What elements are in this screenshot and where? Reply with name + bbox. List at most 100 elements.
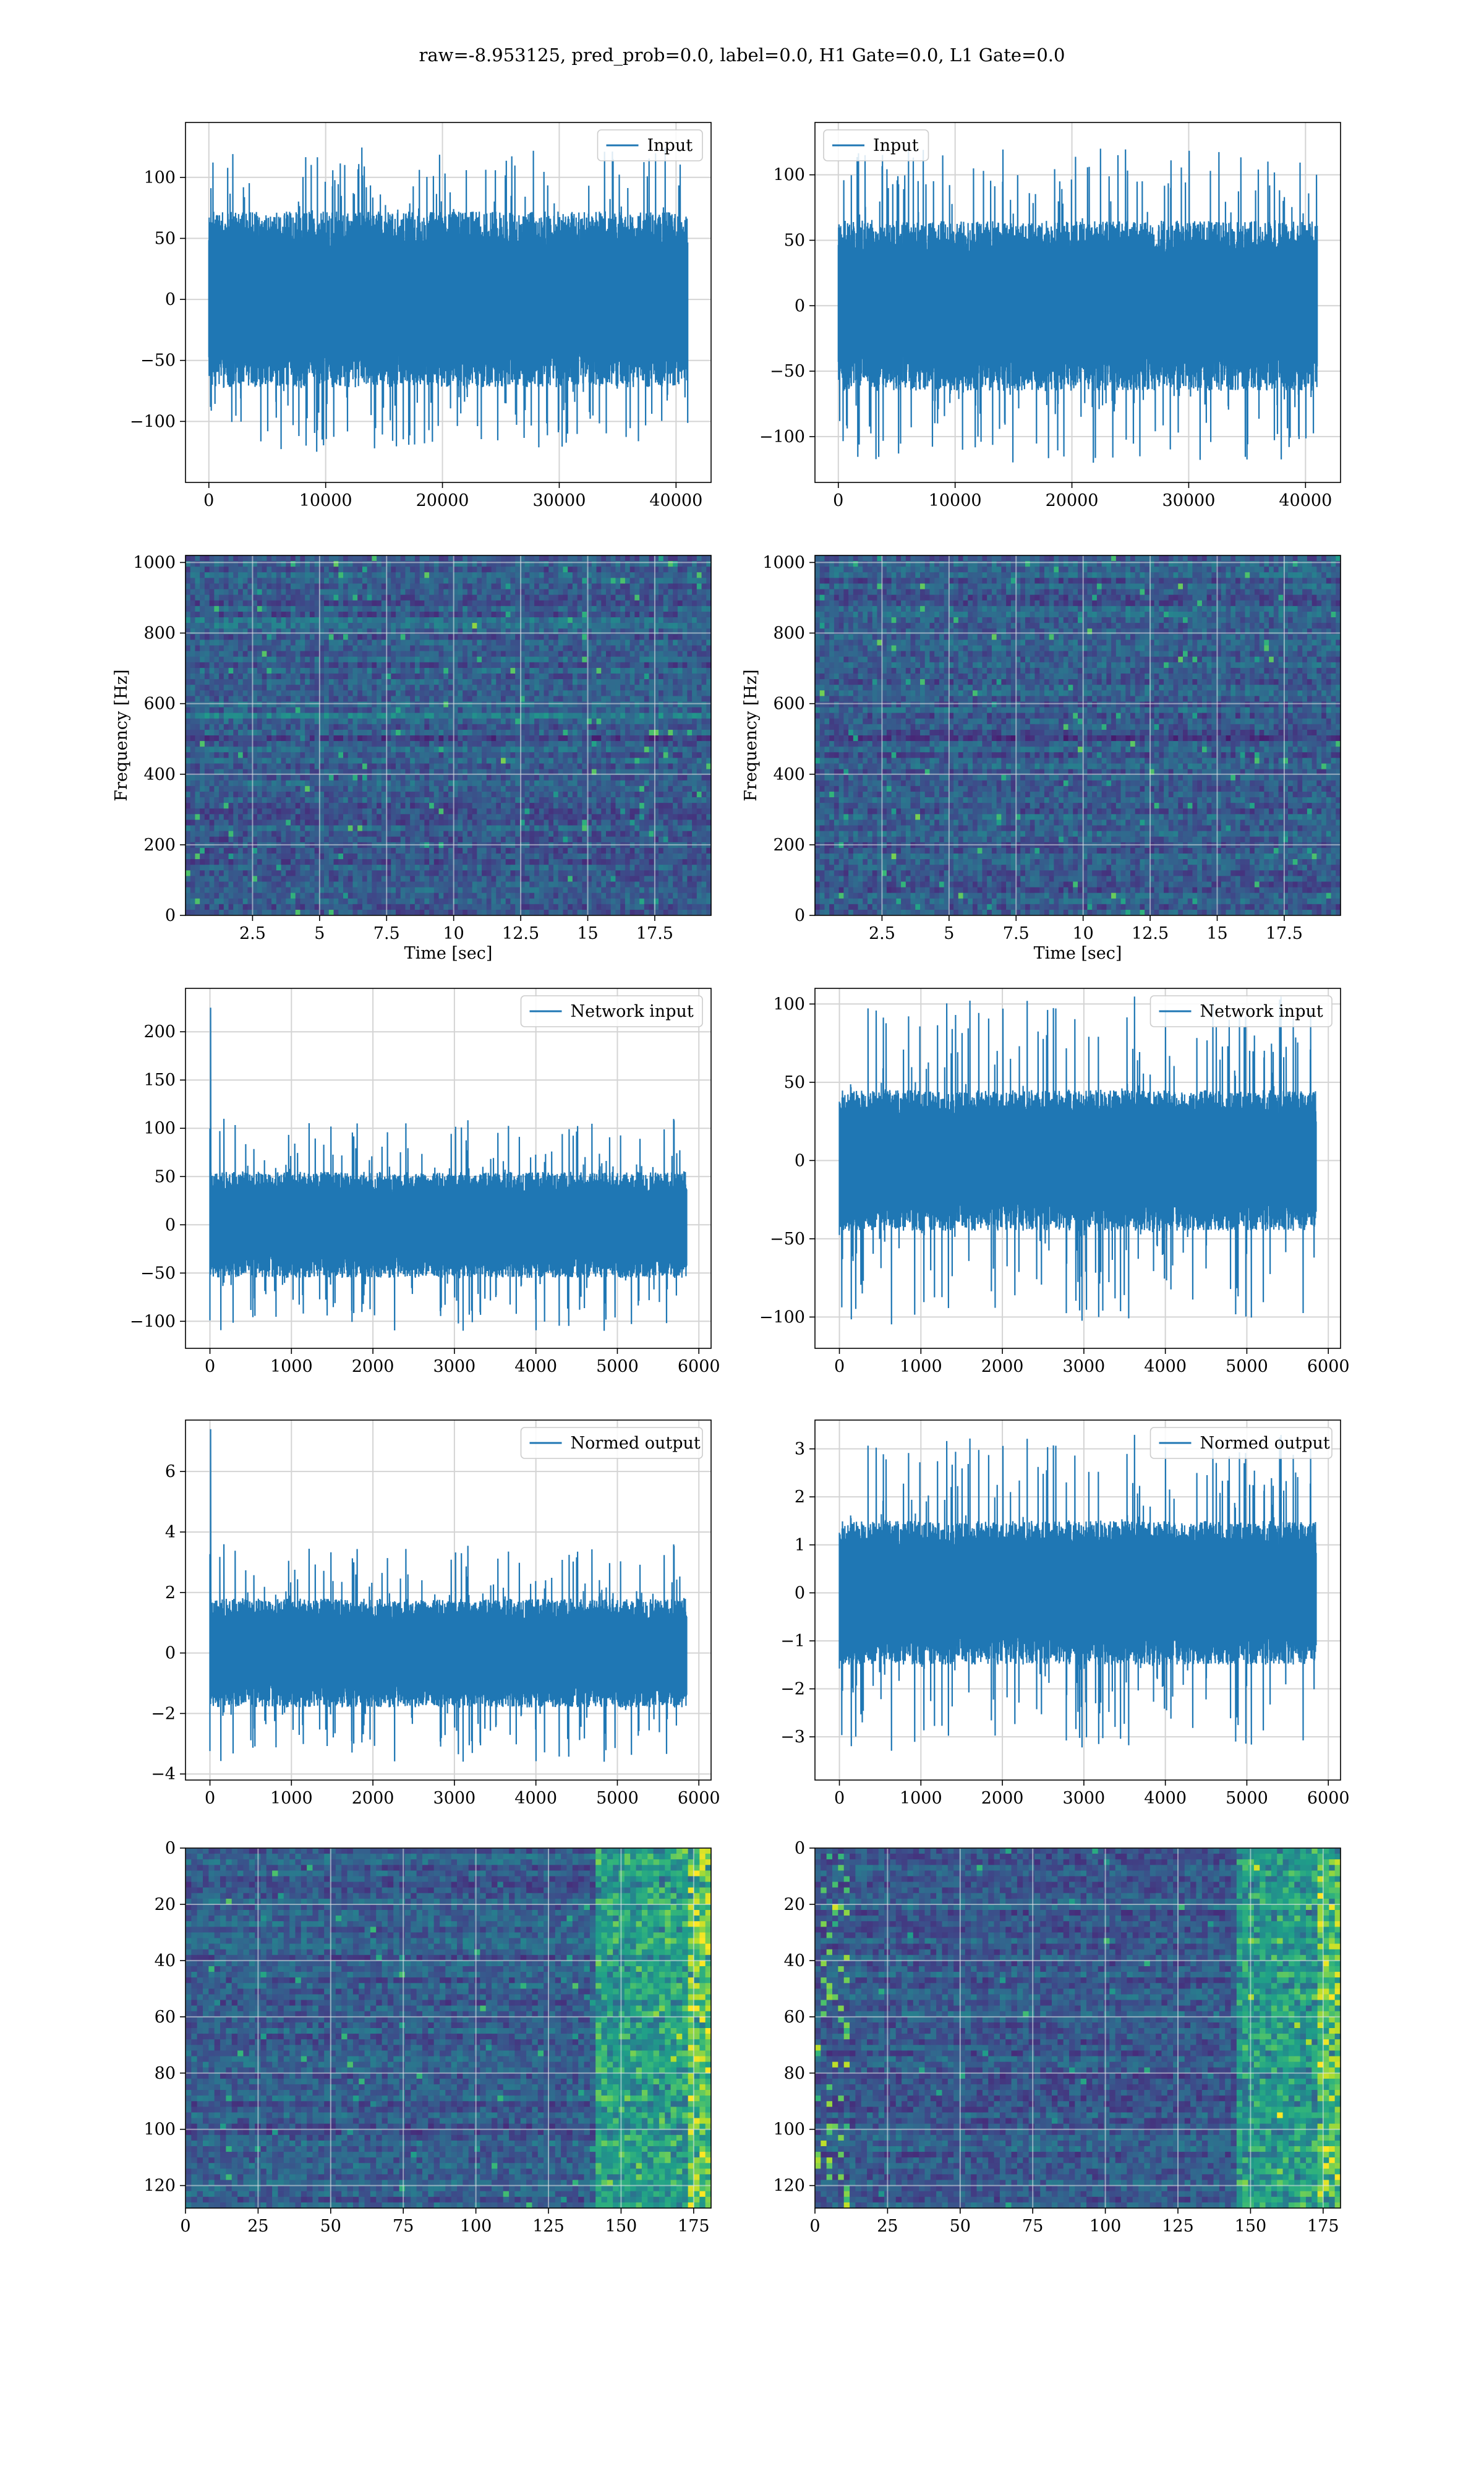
heatmap-cell <box>309 769 315 776</box>
heatmap-cell <box>247 803 253 809</box>
heatmap-cell <box>195 747 200 753</box>
heatmap-cell <box>443 758 449 764</box>
heatmap-cell <box>534 853 540 860</box>
heatmap-cell <box>529 758 535 764</box>
heatmap-cell <box>348 589 354 596</box>
heatmap-cell <box>348 685 354 691</box>
heatmap-cell <box>286 707 291 714</box>
heatmap-cell <box>381 836 387 843</box>
heatmap-cell <box>486 583 492 590</box>
heatmap-cell <box>381 808 387 815</box>
heatmap-cell <box>544 898 549 905</box>
heatmap-cell <box>291 583 296 590</box>
heatmap-cell <box>443 729 449 736</box>
heatmap-cell <box>524 611 530 618</box>
heatmap-cell <box>324 724 330 730</box>
heatmap-cell <box>491 831 497 837</box>
heatmap-cell <box>338 623 344 629</box>
heatmap-cell <box>252 831 258 837</box>
heatmap-cell <box>352 679 358 685</box>
heatmap-cell <box>186 662 191 669</box>
heatmap-cell <box>529 909 535 915</box>
heatmap-cell <box>267 667 272 674</box>
heatmap-cell <box>477 763 482 770</box>
heatmap-cell <box>319 758 325 764</box>
heatmap-cell <box>491 628 497 635</box>
heatmap-cell <box>357 589 363 596</box>
heatmap-cell <box>410 808 416 815</box>
input-h1-frame <box>185 122 712 483</box>
heatmap-cell <box>247 696 253 703</box>
heatmap-cell <box>381 803 387 809</box>
heatmap-cell <box>286 825 291 832</box>
heatmap-cell <box>338 780 344 787</box>
heatmap-cell <box>219 803 224 809</box>
heatmap-cell <box>262 865 267 871</box>
heatmap-cell <box>372 707 377 714</box>
heatmap-cell <box>534 808 540 815</box>
heatmap-cell <box>453 690 459 696</box>
heatmap-cell <box>333 673 339 680</box>
heatmap-cell <box>352 865 358 871</box>
heatmap-cell <box>510 735 516 742</box>
heatmap-cell <box>453 859 459 865</box>
heatmap-cell <box>433 724 440 730</box>
heatmap-cell <box>190 758 196 764</box>
heatmap-cell <box>338 628 344 635</box>
heatmap-cell <box>448 808 454 815</box>
heatmap-cell <box>204 696 210 703</box>
heatmap-cell <box>343 600 349 607</box>
heatmap-cell <box>372 831 377 837</box>
heatmap-cell <box>400 769 406 776</box>
heatmap-cell <box>291 685 296 691</box>
heatmap-cell <box>257 763 263 770</box>
heatmap-cell <box>400 567 406 573</box>
heatmap-cell <box>453 594 459 601</box>
heatmap-cell <box>305 623 310 629</box>
heatmap-cell <box>186 724 191 730</box>
heatmap-cell <box>352 735 358 742</box>
heatmap-cell <box>343 859 349 865</box>
heatmap-cell <box>190 808 196 815</box>
heatmap-cell <box>372 769 377 776</box>
heatmap-cell <box>496 628 501 635</box>
heatmap-cell <box>309 594 315 601</box>
heatmap-cell <box>501 870 506 876</box>
heatmap-cell <box>262 741 267 747</box>
heatmap-cell <box>486 769 492 776</box>
heatmap-cell <box>372 713 377 719</box>
heatmap-cell <box>396 803 401 809</box>
heatmap-cell <box>333 904 339 910</box>
heatmap-cell <box>472 881 477 888</box>
heatmap-cell <box>438 831 444 837</box>
heatmap-cell <box>271 836 277 843</box>
heatmap-cell <box>300 617 305 623</box>
heatmap-cell <box>281 713 286 719</box>
heatmap-cell <box>309 578 315 584</box>
heatmap-cell <box>410 724 416 730</box>
heatmap-cell <box>348 713 354 719</box>
heatmap-cell <box>424 578 430 584</box>
heatmap-cell <box>467 690 473 696</box>
heatmap-cell <box>271 572 277 578</box>
heatmap-cell <box>223 578 229 584</box>
heatmap-cell <box>324 909 330 915</box>
heatmap-cell <box>463 555 468 562</box>
heatmap-cell <box>281 685 286 691</box>
heatmap-cell <box>367 808 372 815</box>
heatmap-cell <box>419 628 425 635</box>
heatmap-cell <box>453 791 459 798</box>
heatmap-cell <box>200 791 205 798</box>
heatmap-cell <box>281 752 286 758</box>
heatmap-cell <box>472 617 477 623</box>
heatmap-cell <box>247 825 253 832</box>
heatmap-cell <box>271 774 277 781</box>
heatmap-cell <box>534 589 540 596</box>
heatmap-cell <box>276 696 282 703</box>
heatmap-cell <box>348 859 354 865</box>
heatmap-cell <box>400 758 406 764</box>
heatmap-cell <box>223 870 229 876</box>
heatmap-cell <box>491 617 497 623</box>
heatmap-cell <box>348 803 354 809</box>
heatmap-cell <box>328 645 335 652</box>
